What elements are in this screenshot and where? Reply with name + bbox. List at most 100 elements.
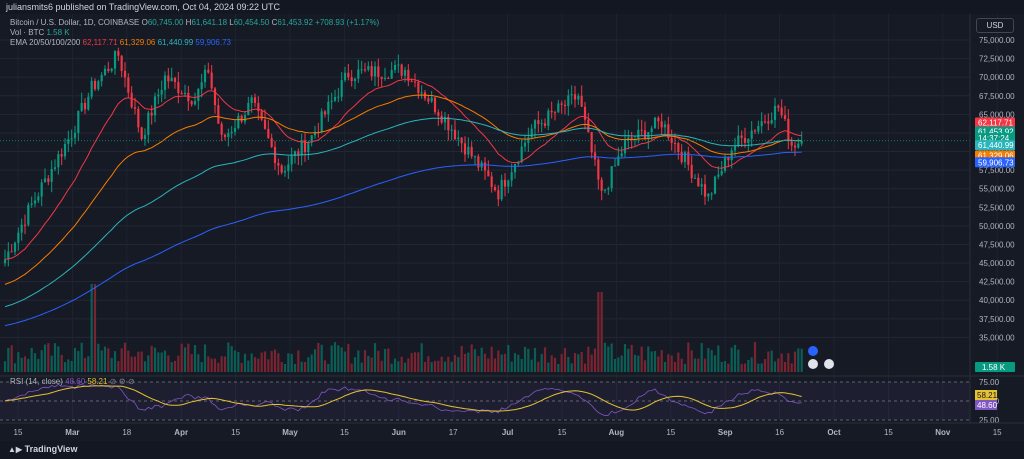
candle (193, 100, 197, 105)
rsi-badge-label: 48.60 (977, 401, 998, 410)
volume-bar (587, 346, 590, 372)
volume-bar (353, 357, 357, 372)
volume-bar (690, 350, 693, 372)
candle (700, 184, 703, 187)
volume-bar (287, 353, 290, 372)
volume-bar (187, 343, 190, 372)
candle (283, 171, 287, 173)
rsi-settings-icons[interactable]: ⊘ ⚙ ⊘ (109, 377, 135, 386)
volume-bar (503, 353, 507, 372)
volume-bar (47, 343, 50, 372)
volume-bar (343, 351, 347, 372)
symbol-name[interactable]: Bitcoin / U.S. Dollar, 1D, COINBASE (10, 18, 140, 27)
volume-bar (87, 356, 90, 372)
candle (93, 80, 97, 90)
volume-bar (717, 345, 720, 372)
volume-bar (257, 358, 260, 372)
volume-bar (610, 343, 613, 372)
price-badge (975, 140, 1015, 151)
volume-bar (750, 357, 753, 372)
volume-bar (520, 359, 523, 372)
volume-bar (707, 348, 710, 372)
candle (133, 107, 137, 109)
volume-bar (400, 356, 403, 372)
rsi-value: 48.60 (65, 377, 86, 386)
candle (443, 116, 447, 123)
volume-bar (457, 357, 460, 372)
candle (747, 138, 750, 143)
candle (280, 165, 283, 173)
volume-bar (523, 346, 527, 372)
candle (793, 145, 797, 148)
candle (270, 138, 273, 147)
candle (183, 92, 187, 95)
candle (740, 135, 743, 138)
volume-bar (780, 353, 783, 372)
volume-bar (793, 351, 797, 372)
volume-bar (683, 363, 687, 372)
candle (643, 130, 647, 140)
candle (20, 224, 23, 233)
candle (703, 184, 707, 197)
candle (257, 102, 260, 112)
volume-bar (783, 361, 787, 372)
candle (350, 77, 353, 82)
tradingview-brand[interactable]: ▲▶ TradingView (8, 444, 77, 454)
candle (250, 97, 253, 103)
volume-bar (513, 353, 517, 372)
candle (267, 128, 270, 139)
rsi-band (0, 382, 970, 420)
candle (80, 102, 83, 111)
volume-bar (730, 347, 733, 372)
ema-label[interactable]: EMA 20/50/100/200 (10, 38, 81, 47)
volume-bar (447, 356, 450, 372)
volume-badge-label: 1.58 K (982, 363, 1006, 372)
volume-bar (233, 350, 237, 372)
time-tick: 15 (558, 428, 567, 437)
brand-name: TradingView (24, 444, 78, 454)
ema50-line (4, 94, 802, 285)
candle (797, 143, 800, 148)
candle (490, 176, 493, 188)
candle (160, 89, 163, 95)
volume-bar (100, 350, 103, 372)
volume-bar (273, 349, 277, 372)
volume-bar (320, 344, 323, 372)
volume-bar (70, 361, 73, 372)
candle (233, 128, 237, 132)
volume-bar (743, 363, 747, 372)
currency-button[interactable]: USD (976, 18, 1014, 33)
volume-bar (437, 360, 440, 372)
volume-bar (417, 352, 420, 372)
volume-bar (527, 348, 530, 372)
candle (693, 177, 697, 179)
candle (263, 119, 267, 129)
candle (77, 110, 80, 133)
candle (673, 142, 677, 144)
volume-bar (573, 353, 577, 372)
candle (530, 128, 533, 138)
candle (7, 251, 10, 260)
candle (57, 154, 60, 168)
rsi-label[interactable]: RSI (14, close) (10, 377, 63, 386)
volume-bar (77, 351, 80, 372)
volume-bar (303, 362, 307, 372)
candle (177, 82, 180, 94)
candle (583, 106, 587, 120)
volume-label[interactable]: Vol · BTC (10, 28, 45, 37)
volume-bar (800, 348, 803, 372)
volume-bar (560, 354, 563, 372)
volume-bar (777, 358, 780, 372)
volume-bar (680, 358, 683, 372)
candle (587, 119, 590, 132)
candle (750, 130, 753, 139)
volume-bar (643, 360, 647, 372)
volume-bar (630, 344, 633, 372)
price-chart[interactable]: 75,000.0072,500.0070,000.0067,500.0065,0… (0, 0, 1024, 441)
candle (620, 153, 623, 157)
time-tick: Apr (174, 428, 188, 437)
candle (363, 69, 367, 71)
legend-volume-line: Vol · BTC 1.58 K (10, 28, 379, 38)
time-tick: 15 (884, 428, 893, 437)
volume-bar (190, 354, 193, 372)
